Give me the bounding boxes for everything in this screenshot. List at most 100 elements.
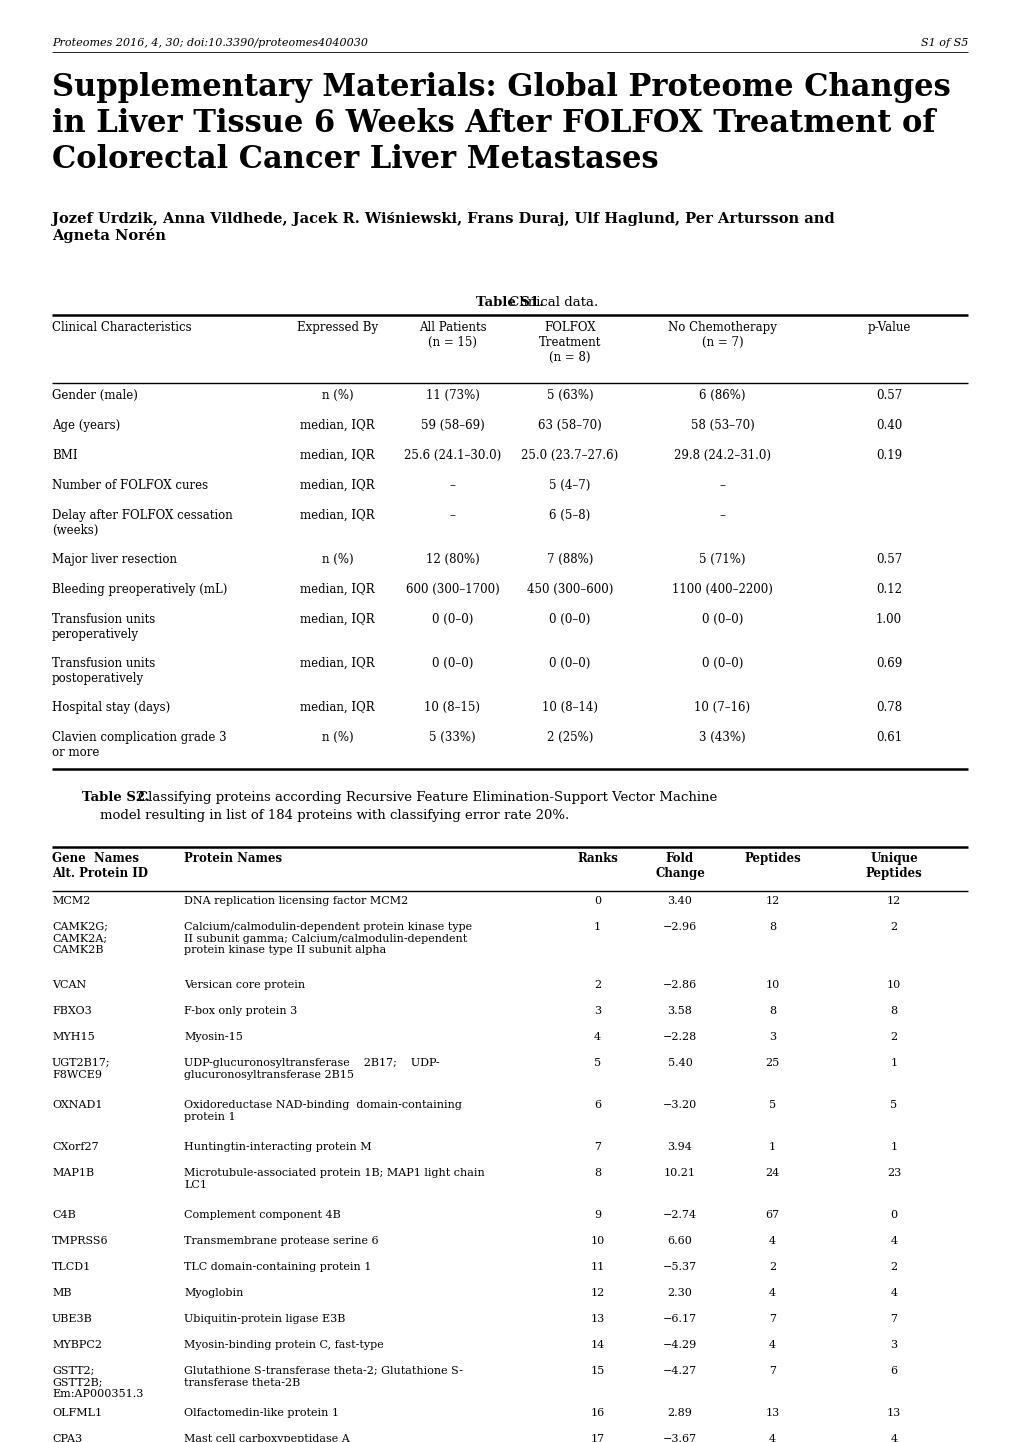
Text: 10 (7–16): 10 (7–16) [694,701,750,714]
Text: Mast cell carboxypeptidase A: Mast cell carboxypeptidase A [183,1433,350,1442]
Text: CPA3: CPA3 [52,1433,83,1442]
Text: 5 (33%): 5 (33%) [429,731,475,744]
Text: 10.21: 10.21 [663,1168,695,1178]
Text: 7: 7 [593,1142,600,1152]
Text: 58 (53–70): 58 (53–70) [690,420,754,433]
Text: Transmembrane protease serine 6: Transmembrane protease serine 6 [183,1236,378,1246]
Text: Clavien complication grade 3
or more: Clavien complication grade 3 or more [52,731,226,758]
Text: 3.40: 3.40 [666,895,692,906]
Text: median, IQR: median, IQR [300,509,374,522]
Text: 4: 4 [890,1236,897,1246]
Text: 12 (80%): 12 (80%) [425,552,479,567]
Text: −4.27: −4.27 [662,1366,696,1376]
Text: 29.8 (24.2–31.0): 29.8 (24.2–31.0) [674,448,770,461]
Text: 6 (86%): 6 (86%) [699,389,745,402]
Text: Table S2.: Table S2. [82,792,150,805]
Text: 5: 5 [768,1100,775,1110]
Text: 5: 5 [593,1058,600,1069]
Text: Olfactomedin-like protein 1: Olfactomedin-like protein 1 [183,1407,338,1417]
Text: 1: 1 [890,1058,897,1069]
Text: 0 (0–0): 0 (0–0) [701,613,743,626]
Text: 25.0 (23.7–27.6): 25.0 (23.7–27.6) [521,448,618,461]
Text: 12: 12 [590,1288,604,1298]
Text: Transfusion units
peroperatively: Transfusion units peroperatively [52,613,155,642]
Text: median, IQR: median, IQR [300,448,374,461]
Text: 67: 67 [764,1210,779,1220]
Text: 23: 23 [886,1168,900,1178]
Text: OLFML1: OLFML1 [52,1407,102,1417]
Text: 10: 10 [764,981,779,991]
Text: UBE3B: UBE3B [52,1314,93,1324]
Text: OXNAD1: OXNAD1 [52,1100,102,1110]
Text: n (%): n (%) [321,389,353,402]
Text: 2.89: 2.89 [666,1407,692,1417]
Text: Expressed By: Expressed By [297,322,378,335]
Text: FBXO3: FBXO3 [52,1007,92,1017]
Text: 5 (71%): 5 (71%) [699,552,745,567]
Text: –: – [449,509,455,522]
Text: 12: 12 [886,895,900,906]
Text: 11: 11 [590,1262,604,1272]
Text: Versican core protein: Versican core protein [183,981,305,991]
Text: Bleeding preoperatively (mL): Bleeding preoperatively (mL) [52,583,227,596]
Text: p-Value: p-Value [866,322,910,335]
Text: 7: 7 [768,1314,775,1324]
Text: Jozef Urdzik, Anna Vildhede, Jacek R. Wiśniewski, Frans Duraj, Ulf Haglund, Per : Jozef Urdzik, Anna Vildhede, Jacek R. Wi… [52,212,834,244]
Text: 8: 8 [768,921,775,932]
Text: Calcium/calmodulin-dependent protein kinase type
II subunit gamma; Calcium/calmo: Calcium/calmodulin-dependent protein kin… [183,921,472,955]
Text: Glutathione S-transferase theta-2; Glutathione S-
transferase theta-2B: Glutathione S-transferase theta-2; Gluta… [183,1366,463,1387]
Text: 0 (0–0): 0 (0–0) [431,658,473,671]
Text: 1: 1 [890,1142,897,1152]
Text: median, IQR: median, IQR [300,420,374,433]
Text: Major liver resection: Major liver resection [52,552,177,567]
Text: 0.69: 0.69 [875,658,901,671]
Text: Number of FOLFOX cures: Number of FOLFOX cures [52,479,208,492]
Text: 4: 4 [768,1236,775,1246]
Text: Fold
Change: Fold Change [654,852,704,880]
Text: Transfusion units
postoperatively: Transfusion units postoperatively [52,658,155,685]
Text: 0.57: 0.57 [875,389,901,402]
Text: 6.60: 6.60 [666,1236,692,1246]
Text: 59 (58–69): 59 (58–69) [420,420,484,433]
Text: 16: 16 [590,1407,604,1417]
Text: 13: 13 [886,1407,900,1417]
Text: 8: 8 [890,1007,897,1017]
Text: Oxidoreductase NAD-binding  domain-containing
protein 1: Oxidoreductase NAD-binding domain-contai… [183,1100,462,1122]
Text: 0.19: 0.19 [875,448,901,461]
Text: 5: 5 [890,1100,897,1110]
Text: Protein Names: Protein Names [183,852,282,865]
Text: n (%): n (%) [321,731,353,744]
Text: Clinical Characteristics: Clinical Characteristics [52,322,192,335]
Text: 10: 10 [886,981,900,991]
Text: 0.57: 0.57 [875,552,901,567]
Text: 8: 8 [768,1007,775,1017]
Text: 0: 0 [890,1210,897,1220]
Text: No Chemotherapy
(n = 7): No Chemotherapy (n = 7) [667,322,776,349]
Text: UGT2B17;
F8WCE9: UGT2B17; F8WCE9 [52,1058,110,1080]
Text: 0 (0–0): 0 (0–0) [549,658,590,671]
Text: 5 (63%): 5 (63%) [546,389,593,402]
Text: 6 (5–8): 6 (5–8) [549,509,590,522]
Text: TLCD1: TLCD1 [52,1262,91,1272]
Text: 13: 13 [764,1407,779,1417]
Text: 3: 3 [593,1007,600,1017]
Text: 0 (0–0): 0 (0–0) [549,613,590,626]
Text: 0 (0–0): 0 (0–0) [431,613,473,626]
Text: −2.74: −2.74 [662,1210,696,1220]
Text: MYH15: MYH15 [52,1032,95,1043]
Text: −2.86: −2.86 [662,981,696,991]
Text: 600 (300–1700): 600 (300–1700) [406,583,499,596]
Text: n (%): n (%) [321,552,353,567]
Text: 0.61: 0.61 [875,731,901,744]
Text: TMPRSS6: TMPRSS6 [52,1236,108,1246]
Text: S1 of S5: S1 of S5 [920,37,967,48]
Text: 8: 8 [593,1168,600,1178]
Text: Gene  Names
Alt. Protein ID: Gene Names Alt. Protein ID [52,852,148,880]
Text: TLC domain-containing protein 1: TLC domain-containing protein 1 [183,1262,371,1272]
Text: 9: 9 [593,1210,600,1220]
Text: 0: 0 [593,895,600,906]
Text: 6: 6 [593,1100,600,1110]
Text: 0 (0–0): 0 (0–0) [701,658,743,671]
Text: median, IQR: median, IQR [300,583,374,596]
Text: 2: 2 [593,981,600,991]
